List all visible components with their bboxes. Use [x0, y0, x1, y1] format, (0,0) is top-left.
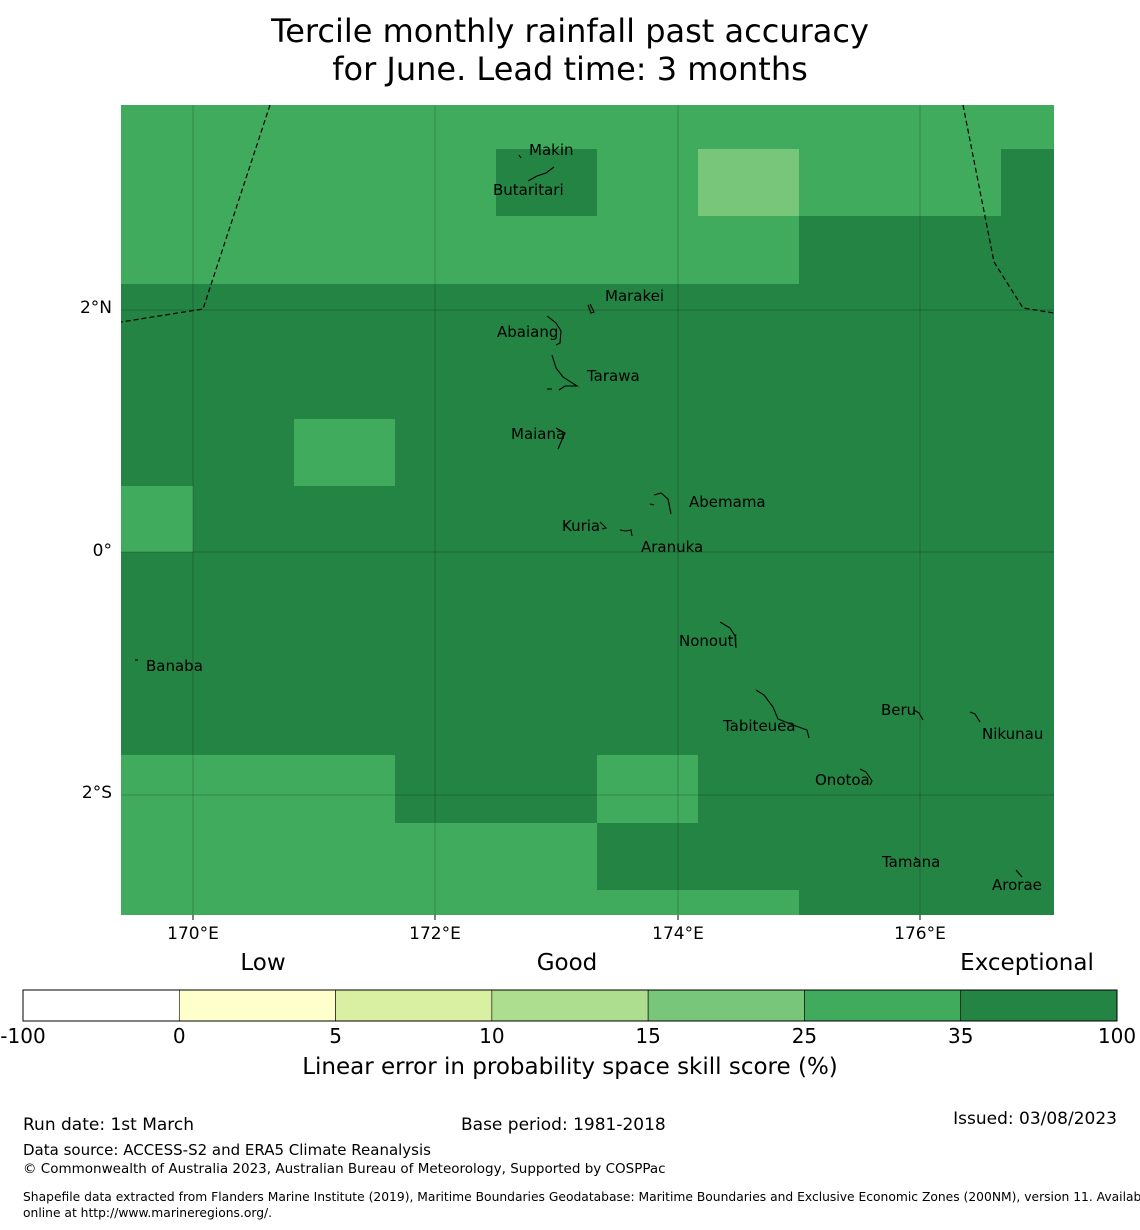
island-outlines: [135, 154, 1023, 878]
base-period: Base period: 1981-2018: [461, 1115, 666, 1135]
island-outline: [755, 689, 810, 739]
island-outline: [859, 768, 873, 786]
island-label-nikunau: Nikunau: [982, 725, 1043, 743]
chart-title-line1: Tercile monthly rainfall past accuracy: [271, 12, 869, 50]
x-tick-label: 170°E: [167, 924, 219, 944]
grid-cell: [121, 755, 395, 915]
island-outline: [1015, 869, 1023, 878]
colorbar-label: Linear error in probability space skill …: [302, 1054, 838, 1080]
eez-boundary-east: [962, 104, 1055, 314]
skill-map: Makin Butaritari Marakei Abaiang Tarawa Maian…: [120, 104, 1055, 920]
island-label-makin: Makin: [529, 141, 574, 159]
grid-cell: [121, 149, 496, 284]
grid-cell: [597, 755, 698, 823]
island-outline: [555, 427, 566, 450]
colorbar-tick-label: 35: [947, 1024, 974, 1048]
island-outline: [969, 711, 981, 723]
colorbar-swatch: [960, 989, 1118, 1022]
island-label-tamana: Tamana: [881, 853, 940, 871]
island-outline: [599, 521, 608, 530]
island-outline: [587, 303, 595, 314]
island-outline: [546, 315, 562, 346]
shapefile-credit-line2: online at http://www.marineregions.org/.: [23, 1206, 273, 1220]
colorbar-tick-label: 0: [172, 1024, 186, 1048]
island-label-tarawa: Tarawa: [586, 367, 640, 385]
island-outline: [518, 154, 522, 159]
grid-cell: [121, 105, 1054, 149]
copyright: © Commonwealth of Australia 2023, Austra…: [23, 1161, 666, 1177]
colorbar-tick-label: 10: [479, 1024, 505, 1048]
legend-category-exceptional: Exceptional: [960, 950, 1094, 976]
y-tick-label: 2°S: [81, 783, 112, 803]
colorbar-tick-label: 15: [635, 1024, 661, 1048]
grid-cell: [597, 149, 698, 284]
grid-cell: [698, 216, 799, 284]
colorbar-tick-label: -100: [0, 1024, 46, 1048]
chart-title-line2: for June. Lead time: 3 months: [332, 50, 808, 88]
x-tick-label: 174°E: [652, 924, 704, 944]
island-label-banaba: Banaba: [146, 657, 203, 675]
colorbar-swatch: [22, 989, 180, 1022]
colorbar-swatch: [178, 989, 336, 1022]
grid-cell: [496, 216, 597, 284]
grid-cell: [698, 149, 799, 216]
grid-cell: [294, 419, 395, 486]
colorbar-swatch: [647, 989, 805, 1022]
colorbar: [22, 989, 1118, 1022]
island-label-nonouti: Nonouti: [679, 632, 738, 650]
island-labels: Makin Butaritari Marakei Abaiang Tarawa Maian…: [146, 141, 1043, 894]
island-label-aranuka: Aranuka: [641, 538, 703, 556]
data-source: Data source: ACCESS-S2 and ERA5 Climate …: [23, 1141, 431, 1159]
colorbar-tick-label: 25: [791, 1024, 818, 1048]
island-label-kuria: Kuria: [562, 517, 600, 535]
island-outline: [653, 492, 672, 515]
colorbar-tick-label: 5: [329, 1024, 342, 1048]
island-outline: [527, 166, 555, 182]
colorbar-swatches: [22, 989, 1118, 1022]
x-axis-ticks: [192, 915, 921, 920]
y-tick-label: 0°: [92, 541, 112, 561]
grid-cell: [121, 486, 193, 552]
island-outline: [913, 709, 924, 721]
skill-grid: [121, 105, 1054, 915]
x-tick-label: 176°E: [894, 924, 946, 944]
eez-boundaries: [120, 104, 1055, 323]
run-date: Run date: 1st March: [23, 1115, 195, 1135]
island-label-maiana: Maiana: [511, 425, 565, 443]
island-outline: [551, 354, 579, 391]
island-label-tabiteuea: Tabiteuea: [722, 717, 796, 735]
island-outline: [719, 621, 737, 649]
y-tick-label: 2°N: [79, 298, 112, 318]
island-label-arorae: Arorae: [992, 876, 1042, 894]
island-label-beru: Beru: [881, 701, 916, 719]
grid-cell: [395, 823, 597, 915]
colorbar-frame: [22, 989, 1118, 1022]
graticule: [121, 105, 1054, 915]
island-outline: [649, 503, 655, 506]
legend-category-good: Good: [536, 950, 598, 976]
colorbar-swatch: [804, 989, 962, 1022]
island-label-abemama: Abemama: [689, 493, 766, 511]
island-outline: [619, 529, 633, 537]
island-label-butaritari: Butaritari: [493, 181, 564, 199]
legend-category-low: Low: [240, 950, 286, 976]
issued-date: Issued: 03/08/2023: [953, 1109, 1117, 1129]
x-tick-label: 172°E: [409, 924, 461, 944]
grid-cell: [496, 149, 597, 216]
colorbar-tick-label: 100: [1097, 1024, 1137, 1048]
colorbar-swatch: [491, 989, 649, 1022]
grid-cell: [597, 890, 799, 915]
shapefile-credit-line1: Shapefile data extracted from Flanders M…: [23, 1190, 1140, 1204]
island-outline: [914, 856, 919, 861]
island-label-abaiang: Abaiang: [497, 323, 558, 341]
grid-cell: [799, 149, 1001, 216]
colorbar-swatch: [335, 989, 493, 1022]
island-label-onotoa: Onotoa: [815, 771, 870, 789]
island-label-marakei: Marakei: [605, 287, 664, 305]
